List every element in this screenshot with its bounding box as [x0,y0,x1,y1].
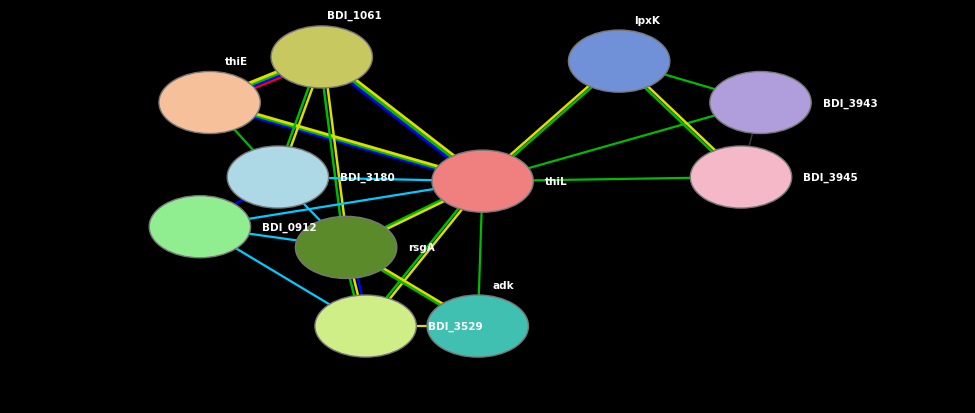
Ellipse shape [432,151,533,213]
Ellipse shape [568,31,670,93]
Ellipse shape [149,196,251,258]
Ellipse shape [271,27,372,89]
Text: BDI_3943: BDI_3943 [823,98,878,108]
Ellipse shape [159,72,260,134]
Text: BDI_0912: BDI_0912 [262,222,317,232]
Text: BDI_3180: BDI_3180 [340,173,395,183]
Text: BDI_1061: BDI_1061 [327,10,381,21]
Ellipse shape [427,295,528,357]
Text: thiL: thiL [545,177,567,187]
Text: rsgA: rsgA [409,243,435,253]
Ellipse shape [690,147,792,209]
Text: adk: adk [493,280,515,290]
Ellipse shape [710,72,811,134]
Text: thiE: thiE [225,57,248,67]
Text: BDI_3945: BDI_3945 [803,173,858,183]
Text: lpxK: lpxK [635,16,660,26]
Ellipse shape [295,217,397,279]
Ellipse shape [315,295,416,357]
Text: BDI_3529: BDI_3529 [428,321,483,331]
Ellipse shape [227,147,329,209]
